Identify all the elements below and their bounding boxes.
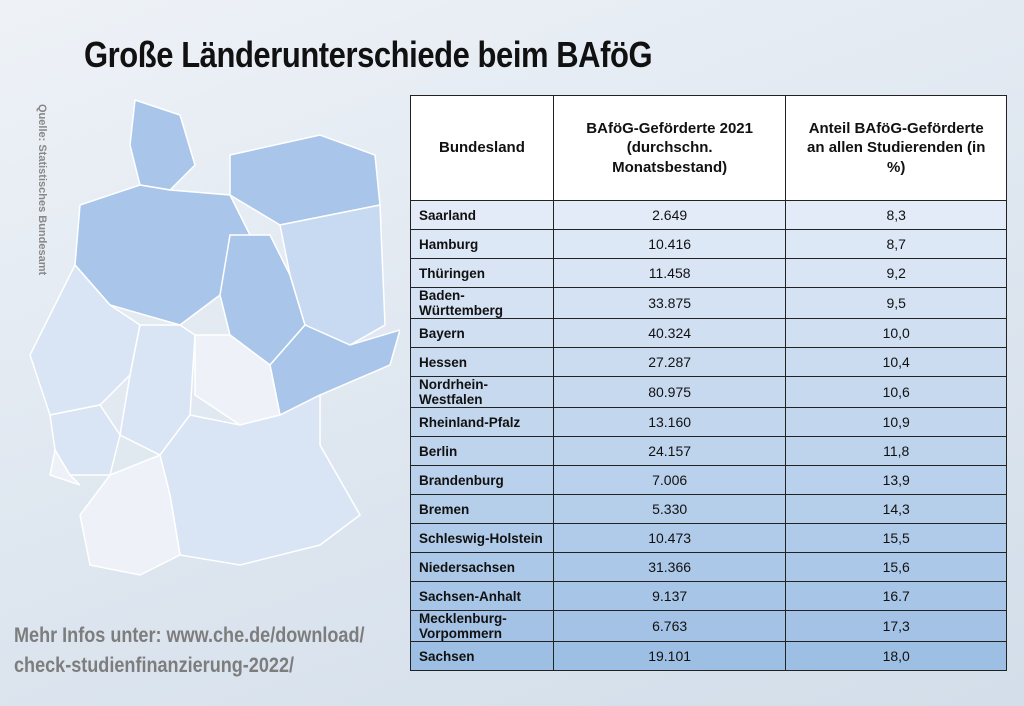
state-name: Baden-Württemberg [410,287,554,319]
cell-value: 11.458 [552,258,787,288]
cell-value: 27.287 [552,347,787,377]
cell-value: 13.160 [552,407,787,437]
cell-value: 10.473 [552,523,787,553]
state-name: Berlin [410,436,554,466]
state-name: Hamburg [410,229,554,259]
column-header: BAföG-Geförderte 2021 (durchschn. Monats… [552,95,787,201]
cell-value: 16.7 [785,581,1007,611]
table-row: Berlin 24.157 11,8 [410,436,1007,466]
header-row: Bundesland BAföG-Geförderte 2021 (durchsc… [410,95,1007,201]
title: Große Länderunterschiede beim BAföG [84,34,653,75]
cell-value: 17,3 [785,610,1007,642]
cell-value: 9,2 [785,258,1007,288]
table-row: Bremen 5.330 14,3 [410,494,1007,524]
footer-line: check-studienfinanzierung-2022/ [14,654,295,677]
table-row: Rheinland-Pfalz 13.160 10,9 [410,407,1007,437]
table-row: Hessen 27.287 10,4 [410,347,1007,377]
state-name: Thüringen [410,258,554,288]
cell-value: 8,3 [785,200,1007,230]
region-sl [49,447,81,486]
state-name: Saarland [410,200,554,230]
column-header: Bundesland [410,95,554,201]
state-name: Mecklenburg-Vorpommern [410,610,554,642]
cell-value: 24.157 [552,436,787,466]
table-row: Schleswig-Holstein 10.473 15,5 [410,523,1007,553]
cell-value: 15,5 [785,523,1007,553]
map [29,98,400,576]
cell-value: 15,6 [785,552,1007,582]
region-sh [129,98,196,191]
cell-value: 10,6 [785,376,1007,408]
state-name: Nordrhein-Westfalen [410,376,554,408]
table-row: Mecklenburg-Vorpommern 6.763 17,3 [410,610,1007,642]
column-header: Anteil BAföG-Geförderte an allen Studier… [785,95,1007,201]
cell-value: 10,9 [785,407,1007,437]
footer-line: Mehr Infos unter: www.che.de/download/ [14,624,365,647]
cell-value: 2.649 [552,200,787,230]
table-row: Sachsen 19.101 18,0 [410,641,1007,671]
cell-value: 7.006 [552,465,787,495]
table-row: Saarland 2.649 8,3 [410,200,1007,230]
region-by [159,393,361,566]
state-name: Sachsen [410,641,554,671]
data-table: Bundesland BAföG-Geförderte 2021 (durchsc… [410,95,1007,671]
table-row: Bayern 40.324 10,0 [410,318,1007,348]
cell-value: 33.875 [552,287,787,319]
cell-value: 10,4 [785,347,1007,377]
cell-value: 10,0 [785,318,1007,348]
table-row: Sachsen-Anhalt 9.137 16.7 [410,581,1007,611]
table-row: Thüringen 11.458 9,2 [410,258,1007,288]
cell-value: 9,5 [785,287,1007,319]
table-row: Baden-Württemberg 33.875 9,5 [410,287,1007,319]
cell-value: 19.101 [552,641,787,671]
state-name: Schleswig-Holstein [410,523,554,553]
cell-value: 5.330 [552,494,787,524]
cell-value: 80.975 [552,376,787,408]
cell-value: 6.763 [552,610,787,642]
table-row: Hamburg 10.416 8,7 [410,229,1007,259]
state-name: Rheinland-Pfalz [410,407,554,437]
table-row: Nordrhein-Westfalen 80.975 10,6 [410,376,1007,408]
state-name: Hessen [410,347,554,377]
state-name: Sachsen-Anhalt [410,581,554,611]
region-bw [79,453,181,576]
cell-value: 8,7 [785,229,1007,259]
table-body: Saarland 2.649 8,3 Hamburg 10.416 8,7 Thüringe… [410,200,1007,671]
cell-value: 13,9 [785,465,1007,495]
state-name: Niedersachsen [410,552,554,582]
cell-value: 11,8 [785,436,1007,466]
cell-value: 9.137 [552,581,787,611]
cell-value: 31.366 [552,552,787,582]
cell-value: 40.324 [552,318,787,348]
state-name: Brandenburg [410,465,554,495]
cell-value: 18,0 [785,641,1007,671]
cell-value: 10.416 [552,229,787,259]
table-row: Brandenburg 7.006 13,9 [410,465,1007,495]
state-name: Bremen [410,494,554,524]
cell-value: 14,3 [785,494,1007,524]
state-name: Bayern [410,318,554,348]
table-row: Niedersachsen 31.366 15,6 [410,552,1007,582]
